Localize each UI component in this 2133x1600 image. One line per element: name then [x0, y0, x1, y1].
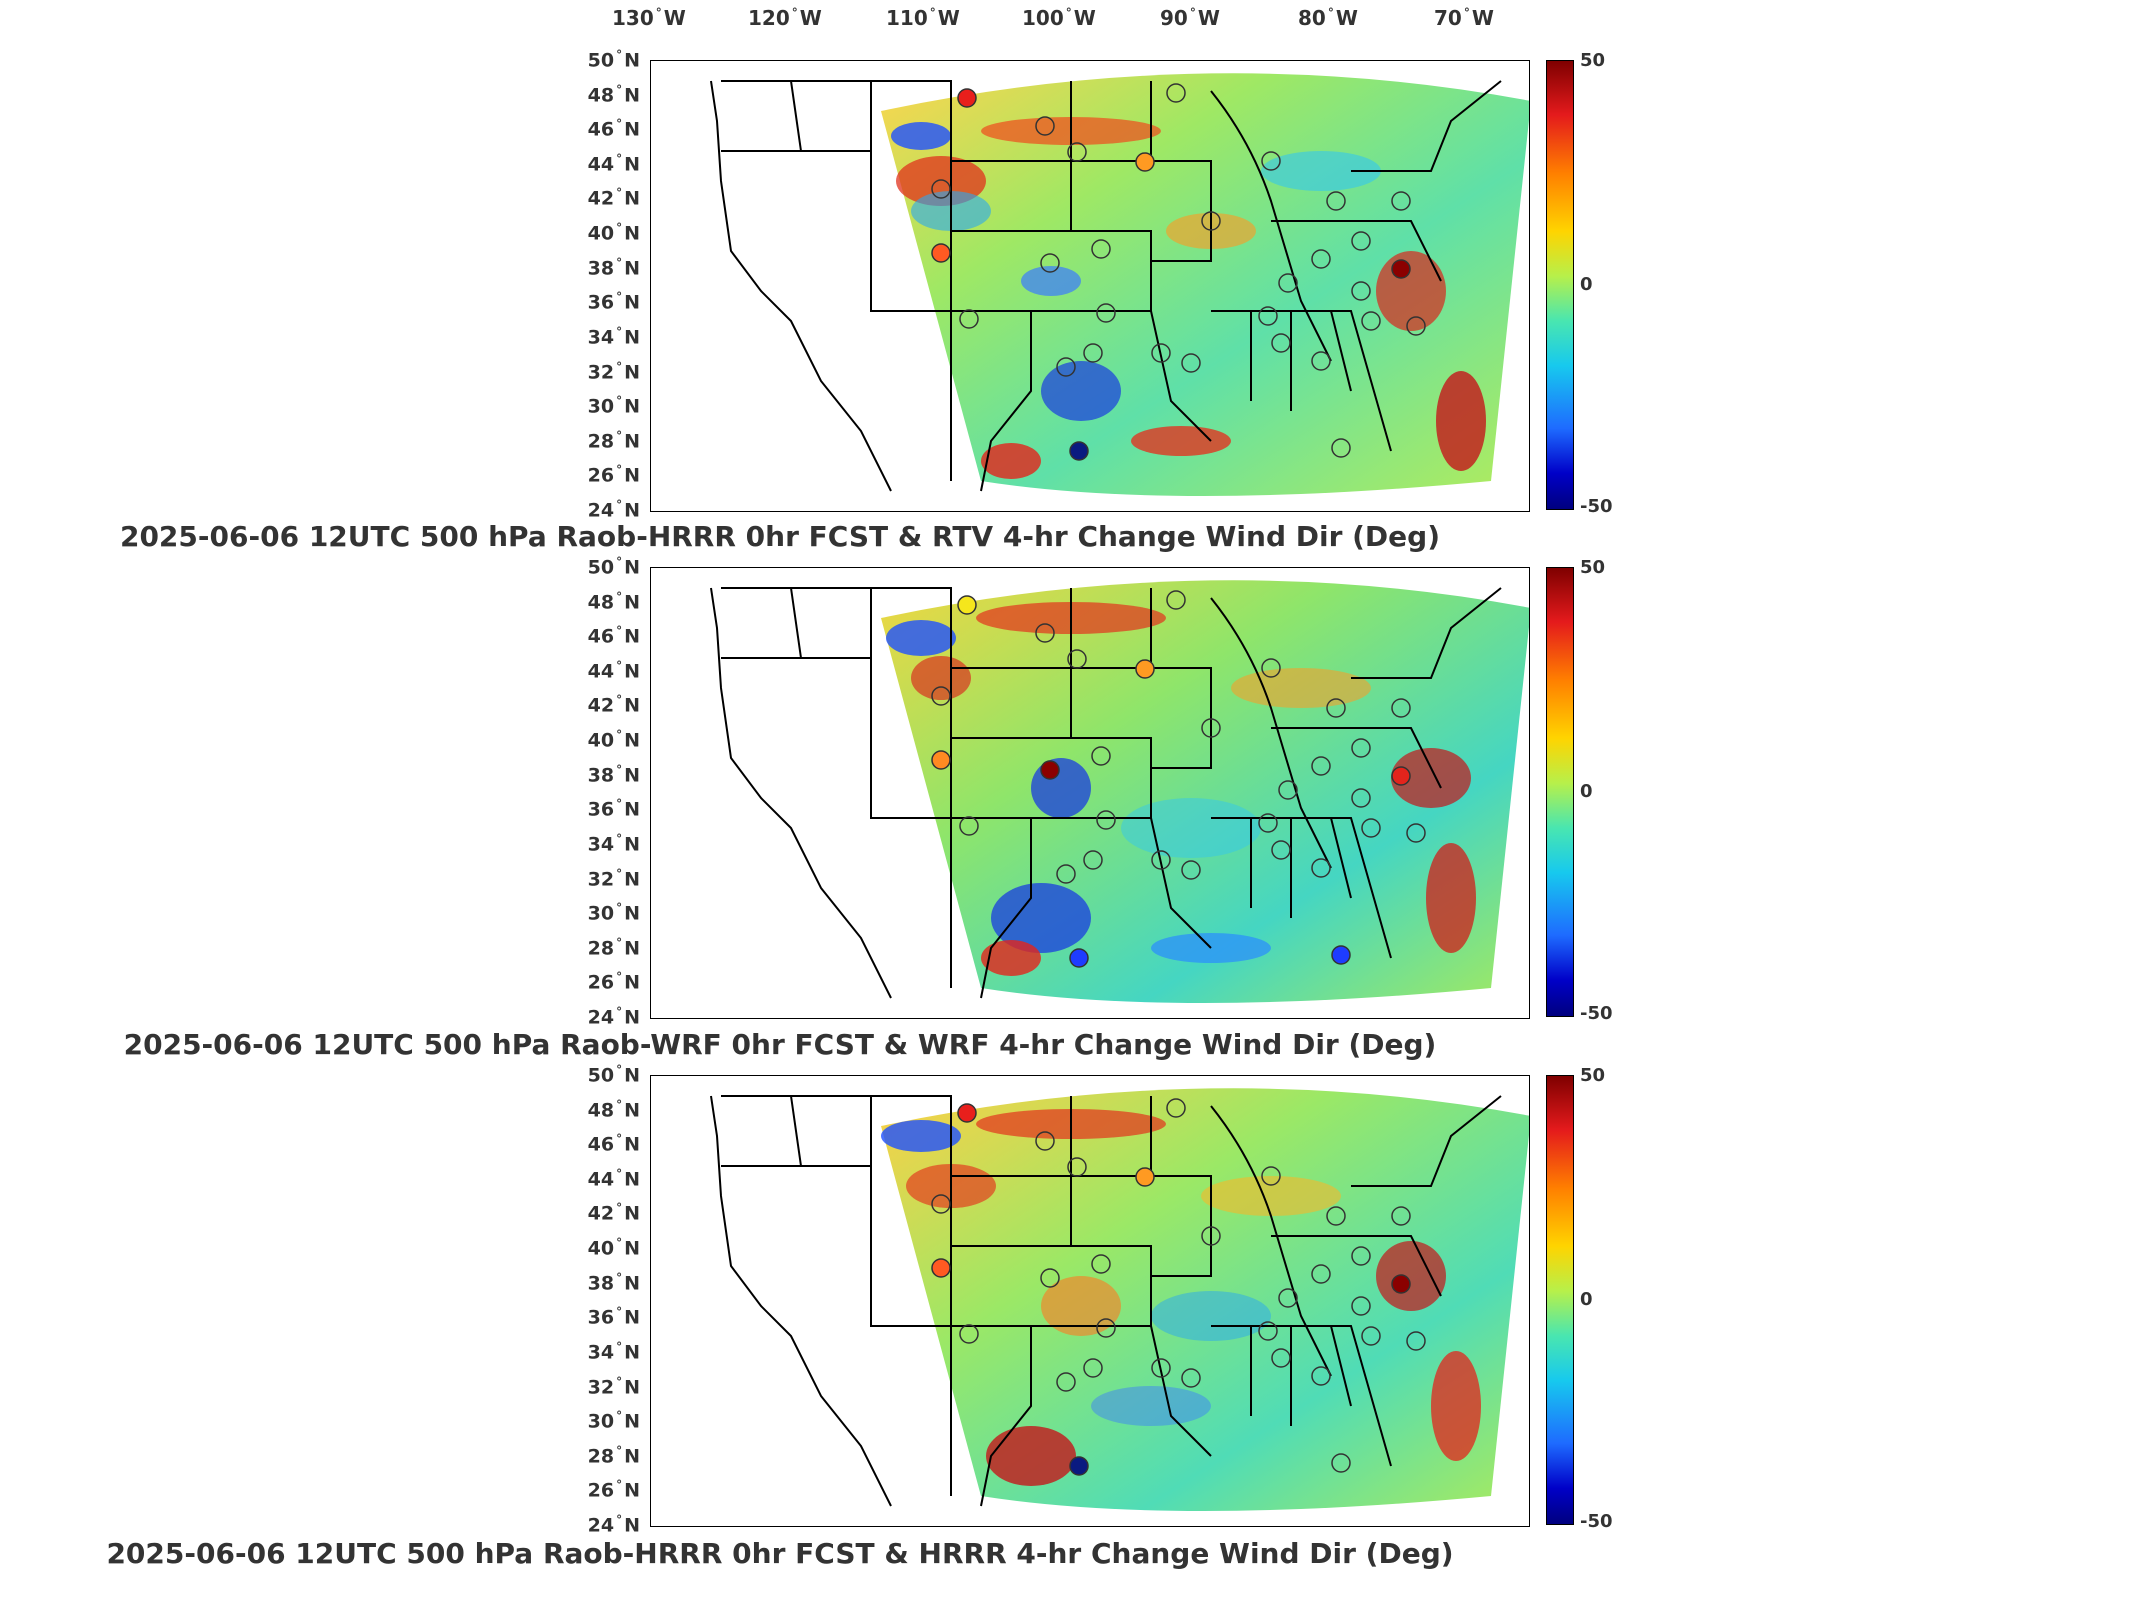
lat-label-44: 44 ° N — [587, 151, 640, 176]
colorbar — [1546, 567, 1574, 1017]
lat-label-28: 28 ° N — [587, 935, 640, 960]
lat-label-36: 36 ° N — [587, 797, 640, 821]
colorbar-max-label: 50 — [1580, 557, 1606, 578]
lat-label-24: 24 ° N — [587, 1005, 640, 1029]
lat-label-42: 42 ° N — [587, 1201, 640, 1225]
colorbar-zero-label: 0 — [1580, 274, 1593, 295]
colorbar-min-label: -50 — [1580, 496, 1613, 517]
lat-label-32: 32 ° N — [587, 1374, 640, 1398]
lon-label-90: 90 ° W — [1160, 6, 1220, 30]
lat-label-40: 40 ° N — [587, 728, 640, 752]
lat-label-38: 38 ° N — [587, 1270, 640, 1295]
lat-label-26: 26 ° N — [587, 970, 640, 994]
lat-label-28: 28 ° N — [587, 1443, 640, 1468]
lat-label-24: 24 ° N — [587, 498, 640, 522]
map-graphic — [710, 1088, 1529, 1511]
colorbar-max-label: 50 — [1580, 50, 1606, 71]
state-borders — [710, 80, 1502, 492]
map-area — [650, 60, 1530, 512]
lat-label-48: 48 ° N — [587, 589, 640, 613]
lat-label-42: 42 ° N — [587, 186, 640, 210]
colorbar — [1546, 1075, 1574, 1525]
lat-label-34: 34 ° N — [587, 1339, 640, 1364]
lat-label-34: 34 ° N — [587, 324, 640, 349]
lon-label-100: 100 ° W — [1022, 6, 1096, 30]
lat-label-30: 30 ° N — [587, 1409, 640, 1433]
lon-label-130: 130 ° W — [612, 6, 686, 30]
state-borders — [710, 1095, 1502, 1507]
lat-label-26: 26 ° N — [587, 1478, 640, 1502]
colorbar-max-label: 50 — [1580, 1065, 1606, 1086]
lat-label-48: 48 ° N — [587, 1097, 640, 1121]
map-area — [650, 567, 1530, 1019]
lat-label-28: 28 ° N — [587, 428, 640, 453]
lon-label-70: 70 ° W — [1434, 6, 1494, 30]
colorbar-min-label: -50 — [1580, 1511, 1613, 1532]
lat-label-30: 30 ° N — [587, 394, 640, 418]
lat-label-36: 36 ° N — [587, 1305, 640, 1329]
lat-label-46: 46 ° N — [587, 624, 640, 648]
panel-title: 2025-06-06 12UTC 500 hPa Raob-HRRR 0hr F… — [106, 1537, 1454, 1570]
raob-stations — [931, 83, 1426, 461]
lat-label-24: 24 ° N — [587, 1513, 640, 1537]
panel-title: 2025-06-06 12UTC 500 hPa Raob-WRF 0hr FC… — [123, 1028, 1437, 1061]
lat-label-40: 40 ° N — [587, 1236, 640, 1260]
lat-label-40: 40 ° N — [587, 221, 640, 245]
panel-title: 2025-06-06 12UTC 500 hPa Raob-HRRR 0hr F… — [119, 520, 1441, 553]
lat-label-38: 38 ° N — [587, 762, 640, 787]
lat-label-50: 50 ° N — [587, 48, 640, 72]
map-graphic — [710, 73, 1529, 496]
colorbar-min-label: -50 — [1580, 1003, 1613, 1024]
lat-label-44: 44 ° N — [587, 658, 640, 683]
lon-label-120: 120 ° W — [748, 6, 822, 30]
colorbar — [1546, 60, 1574, 510]
lat-label-32: 32 ° N — [587, 866, 640, 890]
lat-label-30: 30 ° N — [587, 901, 640, 925]
lat-label-26: 26 ° N — [587, 463, 640, 487]
lat-label-50: 50 ° N — [587, 555, 640, 579]
state-borders — [710, 587, 1502, 999]
lat-label-50: 50 ° N — [587, 1063, 640, 1087]
lat-label-44: 44 ° N — [587, 1166, 640, 1191]
lat-label-48: 48 ° N — [587, 82, 640, 106]
lon-label-110: 110 ° W — [886, 6, 960, 30]
colorbar-zero-label: 0 — [1580, 1289, 1593, 1310]
map-area — [650, 1075, 1530, 1527]
lat-label-46: 46 ° N — [587, 117, 640, 141]
lat-label-46: 46 ° N — [587, 1132, 640, 1156]
lat-label-34: 34 ° N — [587, 831, 640, 856]
colorbar-zero-label: 0 — [1580, 781, 1593, 802]
lat-label-36: 36 ° N — [587, 290, 640, 314]
raob-stations — [931, 1098, 1426, 1476]
lat-label-32: 32 ° N — [587, 359, 640, 383]
map-graphic — [710, 580, 1529, 1003]
raob-stations — [931, 590, 1426, 968]
lat-label-42: 42 ° N — [587, 693, 640, 717]
lon-label-80: 80 ° W — [1298, 6, 1358, 30]
lat-label-38: 38 ° N — [587, 255, 640, 280]
